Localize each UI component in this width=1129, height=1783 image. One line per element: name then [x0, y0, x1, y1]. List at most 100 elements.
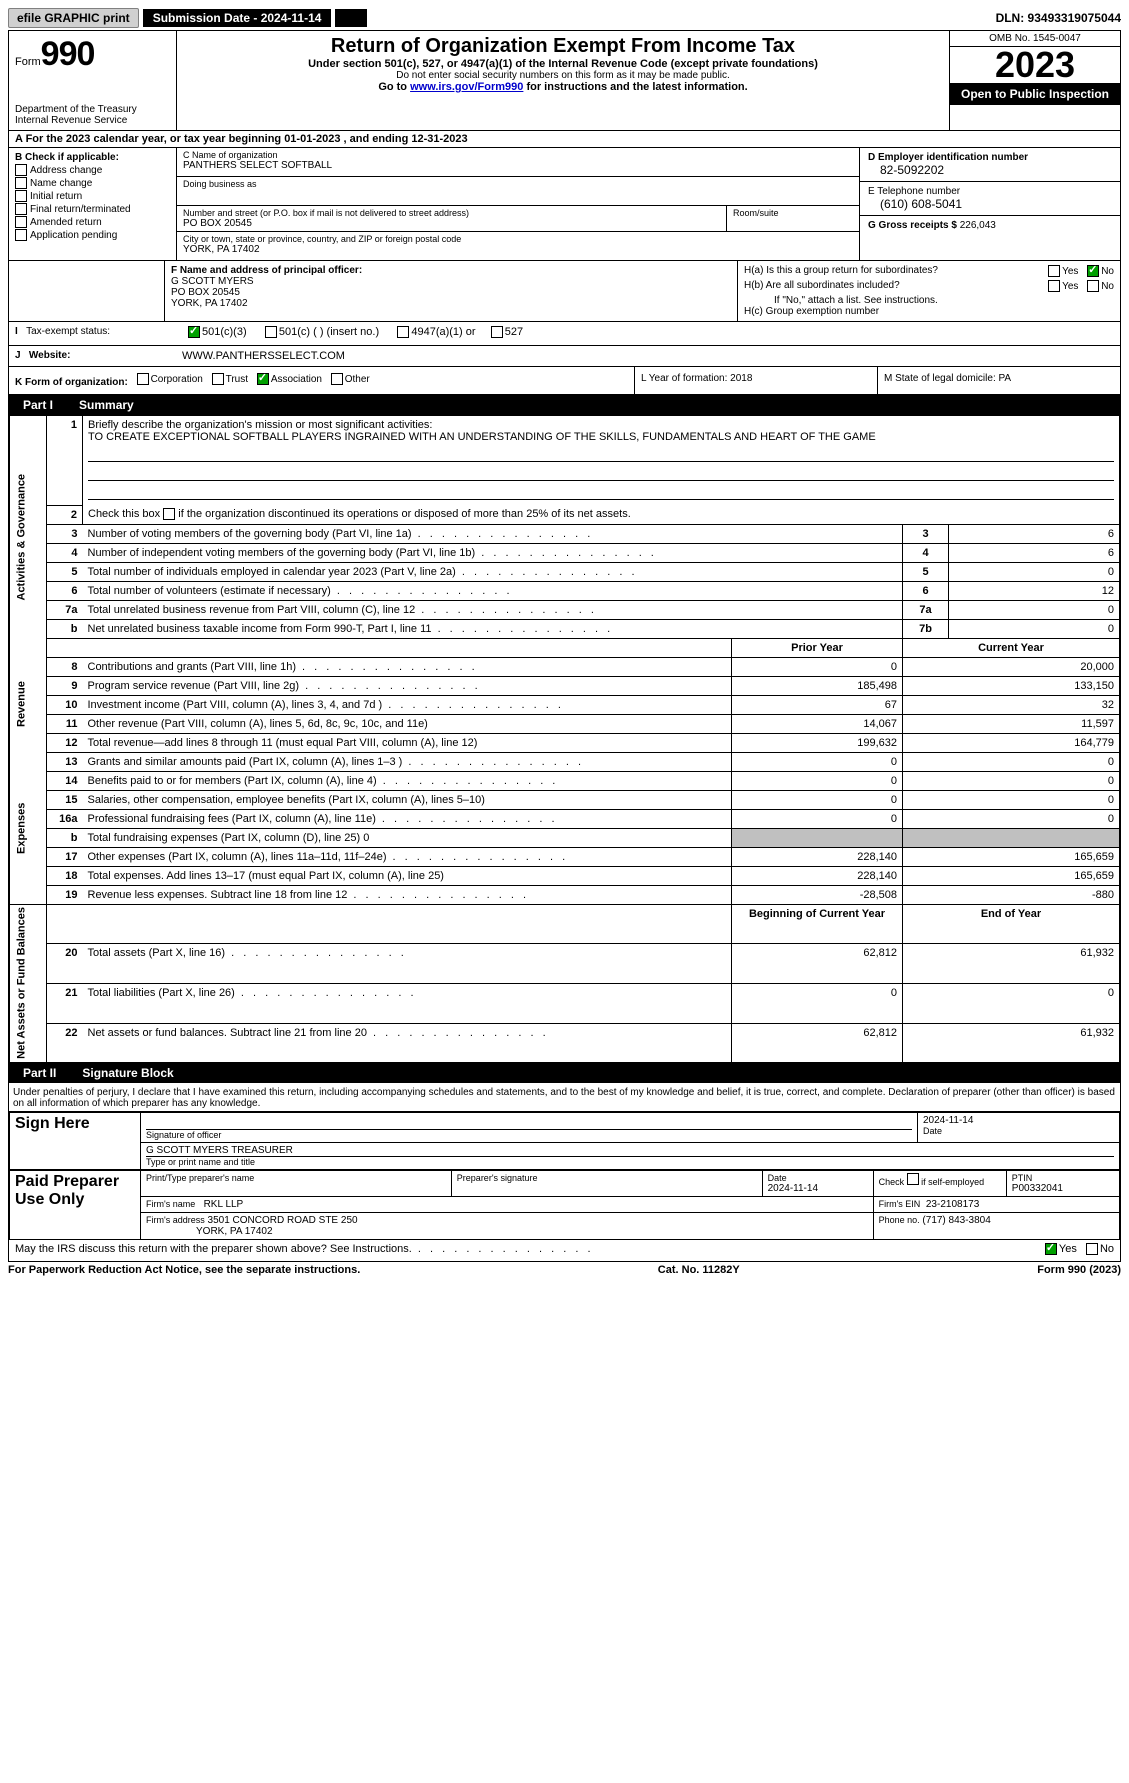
phone-label: E Telephone number	[868, 186, 1112, 197]
street-address: PO BOX 20545	[183, 218, 720, 229]
row-f-h: F Name and address of principal officer:…	[9, 261, 1120, 322]
footer-left: For Paperwork Reduction Act Notice, see …	[8, 1264, 360, 1276]
officer-name: G SCOTT MYERS	[171, 276, 731, 287]
hb-note: If "No," attach a list. See instructions…	[744, 295, 1114, 306]
4947-checkbox[interactable]	[397, 326, 409, 338]
form-header: Form990 Department of the Treasury Inter…	[9, 31, 1120, 131]
side-label-governance: Activities & Governance	[10, 416, 47, 658]
officer-addr1: PO BOX 20545	[171, 287, 731, 298]
row-k-l-m: K Form of organization: Corporation Trus…	[9, 367, 1120, 395]
tax-year: 2023	[950, 47, 1120, 83]
assoc-checkbox[interactable]	[257, 373, 269, 385]
checkbox-address-change[interactable]	[15, 164, 27, 176]
discuss-no-checkbox[interactable]	[1086, 1243, 1098, 1255]
box-c: C Name of organization PANTHERS SELECT S…	[177, 148, 859, 260]
501c-checkbox[interactable]	[265, 326, 277, 338]
checkbox-initial-return[interactable]	[15, 190, 27, 202]
form-subtitle-2: Do not enter social security numbers on …	[185, 70, 941, 81]
irs-label: Internal Revenue Service	[15, 115, 170, 126]
phone-value: (610) 608-5041	[868, 197, 1112, 211]
checkbox-name-change[interactable]	[15, 177, 27, 189]
ein-value: 82-5092202	[868, 163, 1112, 177]
side-label-netassets: Net Assets or Fund Balances	[10, 904, 47, 1063]
side-label-expenses: Expenses	[10, 752, 47, 904]
hb-label: H(b) Are all subordinates included?	[744, 280, 900, 295]
line2-checkbox[interactable]	[163, 508, 175, 520]
checkbox-final-return[interactable]	[15, 203, 27, 215]
header-middle: Return of Organization Exempt From Incom…	[177, 31, 949, 130]
row-i: I Tax-exempt status: 501(c)(3) 501(c) ( …	[9, 322, 1120, 346]
line1-label: Briefly describe the organization's miss…	[88, 419, 432, 431]
dln-number: DLN: 93493319075044	[996, 11, 1121, 25]
officer-label: F Name and address of principal officer:	[171, 265, 731, 276]
ha-label: H(a) Is this a group return for subordin…	[744, 265, 938, 280]
form-label: Form	[15, 56, 41, 68]
form-link-line: Go to www.irs.gov/Form990 for instructio…	[185, 81, 941, 93]
footer: For Paperwork Reduction Act Notice, see …	[8, 1264, 1121, 1276]
ein-label: D Employer identification number	[868, 152, 1112, 163]
box-b-title: B Check if applicable:	[15, 152, 170, 163]
website-value: WWW.PANTHERSSELECT.COM	[176, 346, 1120, 366]
hc-label: H(c) Group exemption number	[744, 306, 1114, 317]
sign-here-table: Sign Here Signature of officer 2024-11-1…	[9, 1112, 1120, 1170]
501c3-checkbox[interactable]	[188, 326, 200, 338]
discuss-row: May the IRS discuss this return with the…	[9, 1240, 1120, 1261]
header-right: OMB No. 1545-0047 2023 Open to Public In…	[949, 31, 1120, 130]
hb-yes-checkbox[interactable]	[1048, 280, 1060, 292]
city-label: City or town, state or province, country…	[183, 234, 853, 244]
sig-officer-label: Signature of officer	[146, 1130, 912, 1140]
box-h: H(a) Is this a group return for subordin…	[737, 261, 1120, 321]
submission-date: Submission Date - 2024-11-14	[143, 9, 332, 27]
dba-label: Doing business as	[183, 179, 853, 189]
dept-treasury: Department of the Treasury	[15, 104, 170, 115]
checkbox-amended[interactable]	[15, 216, 27, 228]
discuss-yes-checkbox[interactable]	[1045, 1243, 1057, 1255]
trust-checkbox[interactable]	[212, 373, 224, 385]
part-ii-header: Part II Signature Block	[9, 1063, 1120, 1083]
sig-date: 2024-11-14	[923, 1115, 1114, 1126]
self-employed-checkbox[interactable]	[907, 1173, 919, 1185]
other-checkbox[interactable]	[331, 373, 343, 385]
box-d-e-g: D Employer identification number 82-5092…	[859, 148, 1120, 260]
side-label-revenue: Revenue	[10, 657, 47, 752]
corp-checkbox[interactable]	[137, 373, 149, 385]
part-i-header: Part I Summary	[9, 395, 1120, 415]
paid-preparer-label: Paid Preparer Use Only	[10, 1171, 141, 1240]
header-left: Form990 Department of the Treasury Inter…	[9, 31, 177, 130]
ha-yes-checkbox[interactable]	[1048, 265, 1060, 277]
mission-text: TO CREATE EXCEPTIONAL SOFTBALL PLAYERS I…	[88, 431, 876, 443]
checkbox-application-pending[interactable]	[15, 229, 27, 241]
year-formation: L Year of formation: 2018	[634, 367, 877, 394]
org-name: PANTHERS SELECT SOFTBALL	[183, 160, 853, 171]
city-state-zip: YORK, PA 17402	[183, 244, 853, 255]
irs-gov-link[interactable]: www.irs.gov/Form990	[410, 81, 523, 93]
ha-no-checkbox[interactable]	[1087, 265, 1099, 277]
box-b: B Check if applicable: Address change Na…	[9, 148, 177, 260]
form-container: Form990 Department of the Treasury Inter…	[8, 30, 1121, 1262]
row-a-tax-year: A For the 2023 calendar year, or tax yea…	[9, 131, 1120, 148]
box-f: F Name and address of principal officer:…	[165, 261, 737, 321]
top-bar: efile GRAPHIC print Submission Date - 20…	[8, 8, 1121, 28]
efile-print-button[interactable]: efile GRAPHIC print	[8, 8, 139, 28]
gross-receipts-label: G Gross receipts $	[868, 220, 957, 231]
open-public-badge: Open to Public Inspection	[950, 83, 1120, 105]
footer-right: Form 990 (2023)	[1037, 1264, 1121, 1276]
room-label: Room/suite	[733, 208, 853, 218]
527-checkbox[interactable]	[491, 326, 503, 338]
footer-mid: Cat. No. 11282Y	[658, 1264, 740, 1276]
form-subtitle-1: Under section 501(c), 527, or 4947(a)(1)…	[185, 58, 941, 70]
paid-preparer-table: Paid Preparer Use Only Print/Type prepar…	[9, 1170, 1120, 1240]
signature-declaration: Under penalties of perjury, I declare th…	[9, 1085, 1120, 1112]
state-domicile: M State of legal domicile: PA	[877, 367, 1120, 394]
date-label: Date	[923, 1126, 1114, 1136]
street-label: Number and street (or P.O. box if mail i…	[183, 208, 720, 218]
type-name-label: Type or print name and title	[146, 1156, 1114, 1167]
org-name-label: C Name of organization	[183, 150, 853, 160]
spacer	[335, 9, 367, 27]
summary-table: Activities & Governance 1 Briefly descri…	[9, 415, 1120, 1063]
sign-here-label: Sign Here	[10, 1113, 141, 1170]
row-j: J Website: WWW.PANTHERSSELECT.COM	[9, 346, 1120, 367]
form-title: Return of Organization Exempt From Incom…	[185, 35, 941, 58]
officer-name-title: G SCOTT MYERS TREASURER	[146, 1145, 1114, 1156]
hb-no-checkbox[interactable]	[1087, 280, 1099, 292]
